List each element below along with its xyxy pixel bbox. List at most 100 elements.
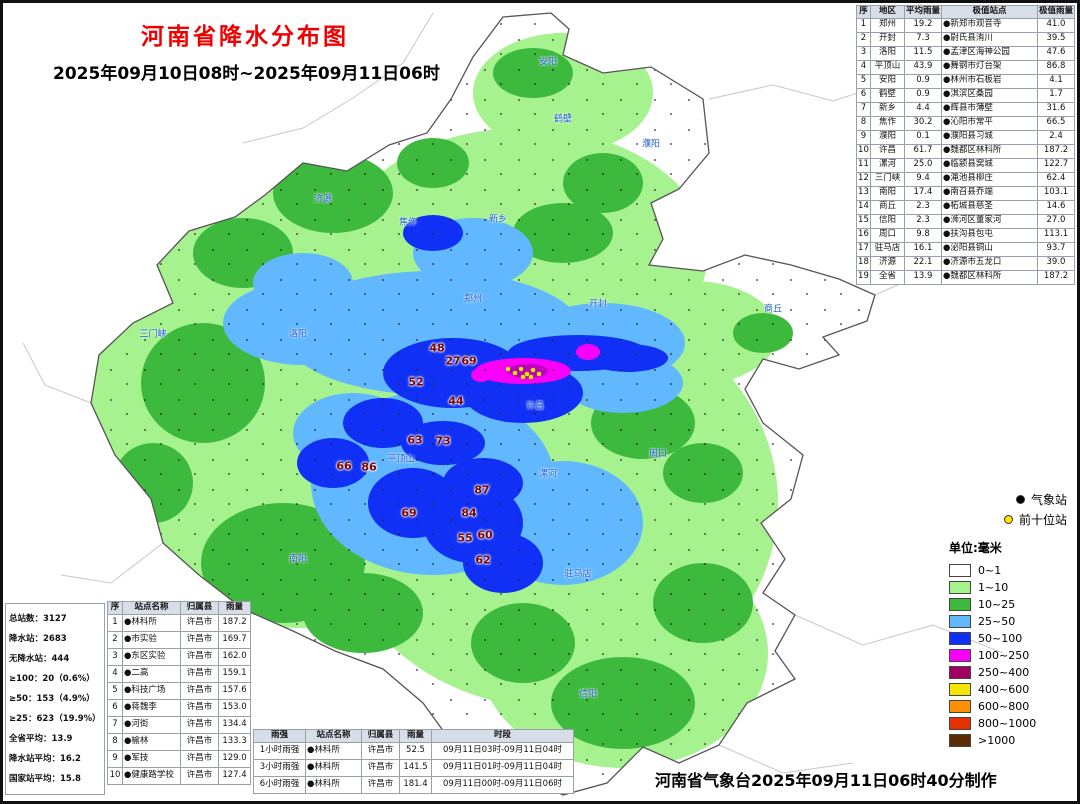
legend-station-markers: 气象站 前十位站 <box>935 489 1067 529</box>
table-row: 16 周口 9.8 ●扶沟县包屯 113.1 <box>855 227 1076 243</box>
top-station-markers <box>505 366 542 380</box>
henan-precipitation-map <box>22 12 1064 796</box>
legend-unit-label: 单位:毫米 <box>949 541 1002 555</box>
table-cell: 4.4 <box>903 101 942 117</box>
legend-scale-row: 600~800 <box>949 698 1067 715</box>
table-cell: ●健康路学校 <box>122 766 181 785</box>
table-cell: 漯河 <box>869 157 905 173</box>
table-cell: 洛阳 <box>869 45 905 61</box>
stats-line: 降水站：2683 <box>9 634 67 644</box>
legend-scale-label: >1000 <box>978 734 1016 747</box>
stats-line: 降水站平均：16.2 <box>9 754 81 764</box>
table-cell: 驻马店 <box>869 241 905 257</box>
table-row: 15 信阳 2.3 ●浉河区董家河 27.0 <box>855 213 1076 229</box>
table-row: 17 驻马店 16.1 ●泌阳县铜山 93.7 <box>855 241 1076 257</box>
table-cell: 17.4 <box>903 185 942 201</box>
table-cell: 2.3 <box>903 213 942 229</box>
table-cell: 86.8 <box>1036 59 1076 75</box>
table-cell: 安阳 <box>869 73 905 89</box>
table-cell: 许昌 <box>869 143 905 159</box>
table-cell: 113.1 <box>1036 227 1076 243</box>
station-marker-icon <box>1015 494 1025 504</box>
table-row: 9 ●军技 许昌市 129.0 <box>107 749 251 768</box>
table-cell: 1.7 <box>1036 87 1076 103</box>
legend-color-scale: 0~1 1~10 10~25 25~50 50~100 100~250 250~400 400… <box>935 562 1067 749</box>
table-cell: 3 <box>855 45 871 61</box>
table-cell: 127.4 <box>218 766 251 785</box>
legend-scale-row: 10~25 <box>949 596 1067 613</box>
table-cell: 14 <box>855 199 871 215</box>
table-row: 3小时雨强 ●林科所 许昌市 141.5 09月11日01时-09月11日04时 <box>253 758 574 777</box>
legend-scale-label: 800~1000 <box>978 717 1037 730</box>
table-cell: ●二高 <box>122 664 181 683</box>
color-swatch <box>949 632 971 645</box>
table-cell: 103.1 <box>1036 185 1076 201</box>
table-cell: 09月11日03时-09月11日04时 <box>431 741 574 760</box>
legend-scale-label: 1~10 <box>978 581 1009 594</box>
legend: 气象站 前十位站 单位:毫米 0~1 1~10 10~25 25~50 50~100 100… <box>935 489 1067 749</box>
table-cell: 39.5 <box>1036 31 1076 47</box>
table-row: 6 鹤壁 0.9 ●淇滨区桑园 1.7 <box>855 87 1076 103</box>
column-header: 归属县 <box>361 729 400 743</box>
color-swatch <box>949 700 971 713</box>
stats-line: ≥25：623（19.9%） <box>9 714 101 724</box>
column-header: 归属县 <box>180 601 219 615</box>
table-cell: 09月11日01时-09月11日04时 <box>431 758 574 777</box>
table-cell: 12 <box>855 171 871 187</box>
table-row: 13 南阳 17.4 ●南召县乔端 103.1 <box>855 185 1076 201</box>
table-cell: ●魏都区林科所 <box>940 143 1038 159</box>
table-cell: 9.8 <box>903 227 942 243</box>
table-cell: 许昌市 <box>180 664 219 683</box>
table-cell: ●柘城县慈圣 <box>940 199 1038 215</box>
date-range: 2025年09月10日08时~2025年09月11日06时 <box>53 64 440 84</box>
table-cell: ●军技 <box>122 749 181 768</box>
table-row: 8 ●榆林 许昌市 133.3 <box>107 732 251 751</box>
table-cell: 许昌市 <box>180 681 219 700</box>
henan-province-outline <box>90 12 876 796</box>
column-header: 平均雨量 <box>903 5 942 19</box>
legend-scale-row: 50~100 <box>949 630 1067 647</box>
table-cell: 9 <box>107 749 123 768</box>
table-row: 10 ●健康路学校 许昌市 127.4 <box>107 766 251 785</box>
table-cell: 南阳 <box>869 185 905 201</box>
table-cell: 134.4 <box>218 715 251 734</box>
table-cell: 18 <box>855 255 871 271</box>
table-cell: 13.9 <box>903 269 942 285</box>
rain-intensity-table: 雨强 站点名称 归属县 雨量 时段 1小时雨强 ●林科所 许昌市 52.5 09月11日03时-0… <box>253 729 574 794</box>
table-row: 14 商丘 2.3 ●柘城县慈圣 14.6 <box>855 199 1076 215</box>
table-cell: 122.7 <box>1036 157 1076 173</box>
table-cell: 187.2 <box>1036 143 1076 159</box>
table-cell: 许昌市 <box>361 758 400 777</box>
table-cell: 三门峡 <box>869 171 905 187</box>
color-swatch <box>949 683 971 696</box>
table-cell: 2 <box>855 31 871 47</box>
table-cell: ●济源市五龙口 <box>940 255 1038 271</box>
table-cell: 许昌市 <box>180 630 219 649</box>
table-cell: ●孟津区海神公园 <box>940 45 1038 61</box>
table-cell: 许昌市 <box>180 732 219 751</box>
legend-scale-row: 100~250 <box>949 647 1067 664</box>
legend-scale-row: 400~600 <box>949 681 1067 698</box>
column-header: 序 <box>107 601 123 615</box>
stats-line: 总站数：3127 <box>9 614 67 624</box>
table-cell: ●淇滨区桑园 <box>940 87 1038 103</box>
column-header: 雨强 <box>253 729 306 743</box>
color-swatch <box>949 564 971 577</box>
table-row: 8 焦作 30.2 ●沁阳市常平 66.5 <box>855 115 1076 131</box>
legend-marker-row: 前十位站 <box>935 509 1067 529</box>
table-cell: 159.1 <box>218 664 251 683</box>
table-row: 2 ●市实验 许昌市 169.7 <box>107 630 251 649</box>
table-cell: 15 <box>855 213 871 229</box>
color-swatch <box>949 734 971 747</box>
table-cell: 许昌市 <box>361 741 400 760</box>
table-cell: 31.6 <box>1036 101 1076 117</box>
table-cell: 1 <box>107 613 123 632</box>
data-table: 序站点名称 归属县 雨量 1 ●林科所 许昌市 187.2 2 ●市实验 许昌市 169.7 3 ●东区… <box>107 601 251 785</box>
table-cell: 1小时雨强 <box>253 741 306 760</box>
top-stations-table: 序站点名称 归属县 雨量 1 ●林科所 许昌市 187.2 2 ●市实验 许昌市 169.7 3 ●东区… <box>107 601 251 785</box>
table-cell: 4 <box>107 664 123 683</box>
legend-scale-label: 400~600 <box>978 683 1030 696</box>
table-cell: 162.0 <box>218 647 251 666</box>
column-header: 雨量 <box>218 601 251 615</box>
stats-line: ≥50：153（4.9%） <box>9 694 95 704</box>
